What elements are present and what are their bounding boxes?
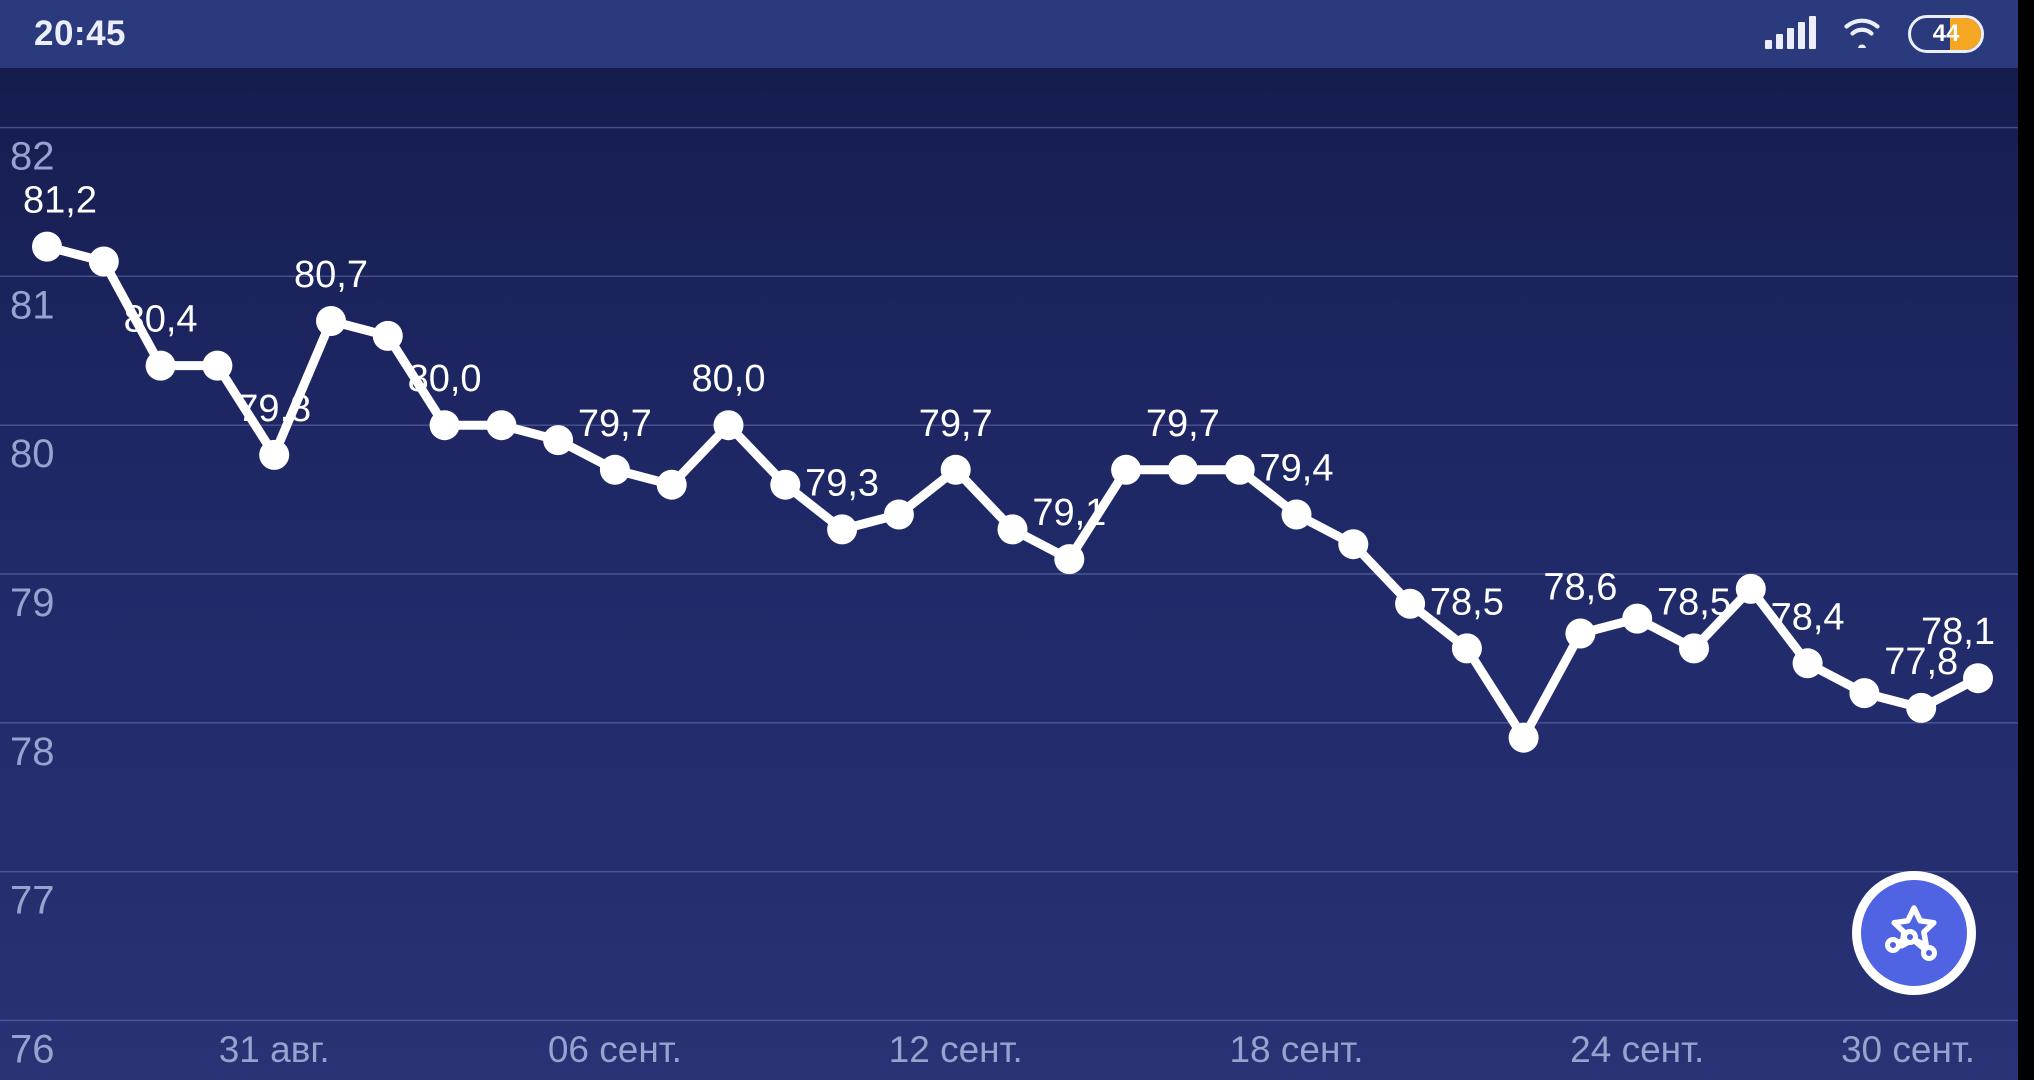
y-axis-tick-label: 79 xyxy=(10,581,55,625)
data-point-marker[interactable] xyxy=(770,469,801,500)
data-point-label: 77,8 xyxy=(1884,641,1958,683)
battery-fill xyxy=(1950,18,1981,50)
data-point-label: 79,1 xyxy=(1032,492,1106,534)
x-axis-tick-label: 12 сент. xyxy=(889,1029,1023,1070)
data-point-label: 80,0 xyxy=(692,358,766,400)
data-point-marker[interactable] xyxy=(827,514,858,545)
data-point-marker[interactable] xyxy=(1224,454,1255,485)
data-point-marker[interactable] xyxy=(1849,678,1880,709)
y-axis-tick-label: 76 xyxy=(10,1027,55,1071)
data-point-marker[interactable] xyxy=(940,454,971,485)
status-bar: 20:45 44 xyxy=(0,0,2018,68)
data-point-label: 80,7 xyxy=(294,254,368,296)
data-point-label: 79,7 xyxy=(578,403,652,445)
data-point-label: 78,1 xyxy=(1921,611,1995,653)
data-point-marker[interactable] xyxy=(1792,648,1823,679)
data-point-label: 79,7 xyxy=(919,403,993,445)
data-point-marker[interactable] xyxy=(202,350,233,381)
data-point-label: 79,4 xyxy=(1260,448,1334,490)
data-point-marker[interactable] xyxy=(486,410,517,441)
data-point-marker[interactable] xyxy=(1508,722,1539,753)
battery-icon: 44 xyxy=(1908,15,1984,53)
status-bar-clock: 20:45 xyxy=(34,14,127,53)
data-point-label: 78,5 xyxy=(1657,581,1731,623)
x-axis-labels: 31 авг. 06 сент. 12 сент. 18 сент. 24 сент. 3… xyxy=(219,1029,1975,1070)
data-point-label: 79,3 xyxy=(805,462,879,504)
data-point-label: 80,0 xyxy=(408,358,482,400)
y-axis-tick-label: 82 xyxy=(10,135,55,179)
y-axis-tick-label: 80 xyxy=(10,432,55,476)
x-axis-tick-label: 18 сент. xyxy=(1229,1029,1363,1070)
data-point-marker[interactable] xyxy=(1735,573,1766,604)
data-point-label: 81,2 xyxy=(23,180,97,222)
data-point-marker[interactable] xyxy=(1167,454,1198,485)
x-axis-tick-label: 30 сент. xyxy=(1841,1029,1975,1070)
data-point-marker[interactable] xyxy=(372,320,403,351)
wifi-icon xyxy=(1842,16,1882,53)
data-point-label: 79,8 xyxy=(237,388,311,430)
data-point-marker[interactable] xyxy=(1281,499,1312,530)
y-axis-tick-label: 78 xyxy=(10,730,55,774)
data-point-marker[interactable] xyxy=(259,439,290,470)
data-point-marker[interactable] xyxy=(32,231,62,262)
series-point-labels: 81,2 80,4 79,8 80,7 80,0 79,7 80,0 79,3 79,7 79,1… xyxy=(23,180,1995,683)
data-point-marker[interactable] xyxy=(316,306,346,336)
data-point-label: 80,4 xyxy=(124,299,198,341)
data-point-marker[interactable] xyxy=(599,454,630,485)
data-point-marker[interactable] xyxy=(1054,544,1085,575)
x-axis-tick-label: 06 сент. xyxy=(548,1029,682,1070)
data-point-marker[interactable] xyxy=(88,246,119,277)
data-point-marker[interactable] xyxy=(1451,633,1482,664)
data-point-label: 78,4 xyxy=(1771,596,1845,638)
data-point-marker[interactable] xyxy=(1622,603,1653,634)
data-point-label: 78,6 xyxy=(1543,567,1617,609)
cellular-signal-icon xyxy=(1765,16,1816,49)
trend-star-fab[interactable] xyxy=(1852,871,1976,995)
data-point-marker[interactable] xyxy=(543,425,574,456)
y-axis-tick-label: 81 xyxy=(10,283,55,327)
data-point-marker[interactable] xyxy=(429,410,460,441)
battery-level-label: 44 xyxy=(1932,20,1960,47)
data-point-marker[interactable] xyxy=(1111,454,1142,485)
y-axis-tick-label: 77 xyxy=(10,879,55,923)
weight-trend-chart[interactable]: 82 81 80 79 78 77 76 81,2 80,4 79,8 80,7 80,0 79,7 8… xyxy=(0,68,2018,1080)
data-point-marker[interactable] xyxy=(997,514,1028,545)
data-point-marker[interactable] xyxy=(1679,633,1709,664)
series-markers[interactable] xyxy=(32,231,1993,753)
x-axis-tick-label: 31 авг. xyxy=(219,1029,330,1070)
data-point-marker[interactable] xyxy=(656,469,687,500)
status-bar-indicators: 44 xyxy=(1765,15,1984,53)
data-point-marker[interactable] xyxy=(1338,529,1369,560)
gridlines xyxy=(0,126,2018,1022)
data-point-marker[interactable] xyxy=(1395,588,1426,619)
screen-edge-bezel xyxy=(2018,0,2034,1080)
data-point-marker[interactable] xyxy=(1963,663,1993,694)
data-point-marker[interactable] xyxy=(1565,618,1596,649)
data-point-marker[interactable] xyxy=(145,350,176,381)
star-graph-icon xyxy=(1879,898,1949,968)
data-point-label: 79,7 xyxy=(1146,403,1220,445)
data-point-marker[interactable] xyxy=(883,499,914,530)
data-point-marker[interactable] xyxy=(1906,692,1937,723)
data-point-marker[interactable] xyxy=(713,410,744,441)
y-axis-labels: 82 81 80 79 78 77 76 xyxy=(10,135,55,1072)
x-axis-tick-label: 24 сент. xyxy=(1570,1029,1704,1070)
data-point-label: 78,5 xyxy=(1430,581,1504,623)
